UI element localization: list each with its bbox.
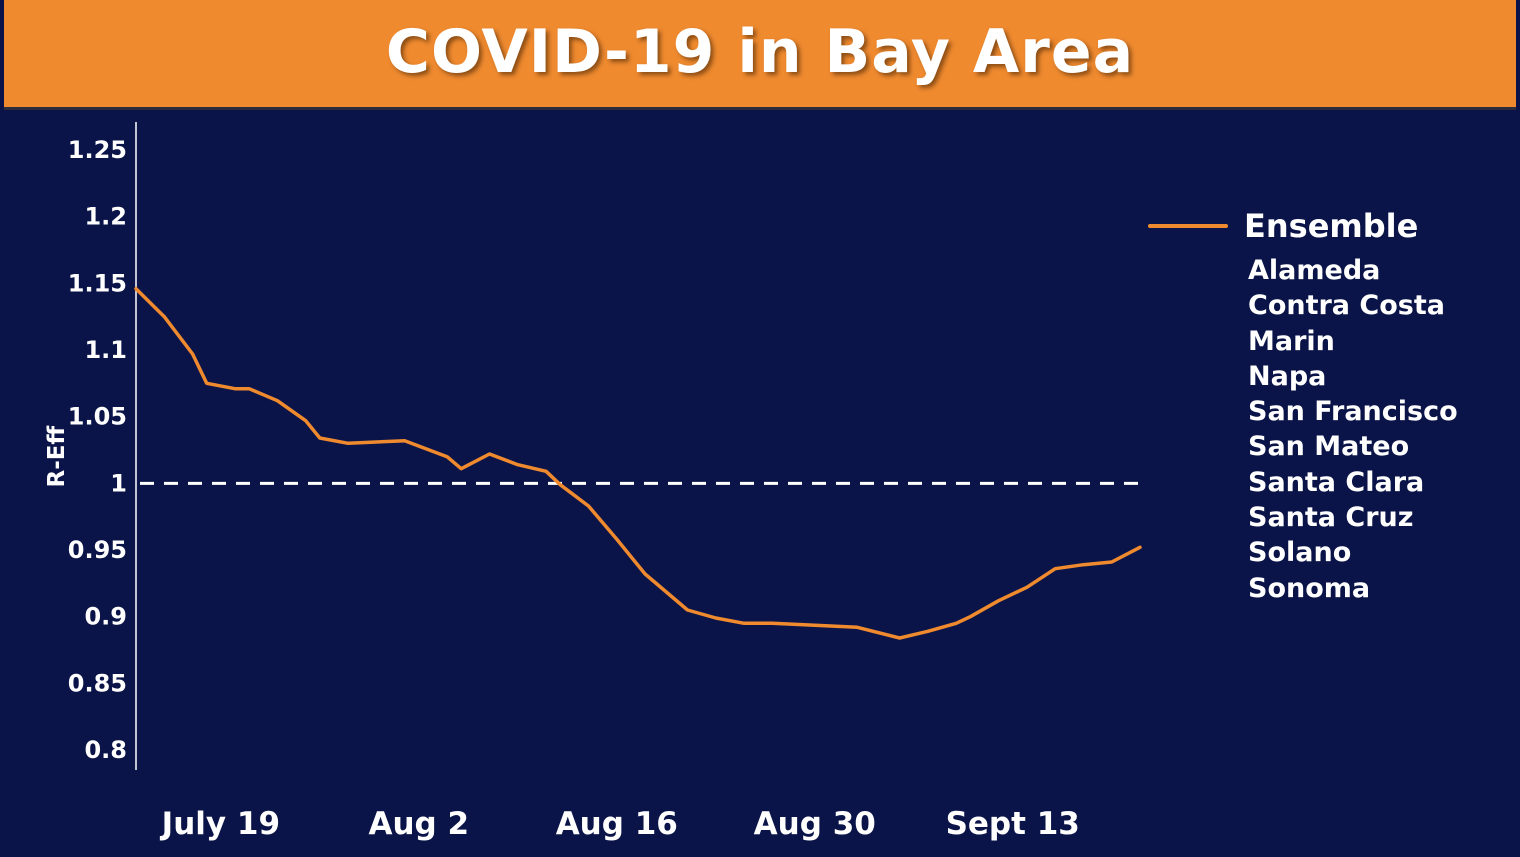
county-item-santa-clara: Santa Clara <box>1248 466 1425 498</box>
x-tick-label: Aug 30 <box>754 806 876 842</box>
y-tick-label: 0.9 <box>84 603 127 631</box>
y-axis-title: R-Eff <box>44 426 70 488</box>
x-tick-label: Aug 2 <box>369 806 470 842</box>
county-item-solano: Solano <box>1248 537 1352 569</box>
y-tick-label: 0.8 <box>84 736 127 764</box>
county-item-marin: Marin <box>1248 325 1335 357</box>
county-item-santa-cruz: Santa Cruz <box>1248 502 1414 534</box>
legend-series-label: Ensemble <box>1244 207 1419 245</box>
county-item-alameda: Alameda <box>1248 255 1381 286</box>
y-tick-label: 0.85 <box>68 669 127 697</box>
county-item-contra-costa: Contra Costa <box>1248 290 1445 322</box>
x-tick-label: Aug 16 <box>556 806 678 842</box>
series-line-ensemble <box>134 286 1142 640</box>
y-tick-label: 0.95 <box>68 536 127 564</box>
y-tick-label: 1.25 <box>68 136 127 164</box>
legend: Ensemble Alameda Contra Costa Marin Napa… <box>1148 205 1458 606</box>
series-layer <box>134 286 1142 640</box>
y-tick-label: 1.2 <box>84 203 127 231</box>
y-tick-label: 1.15 <box>68 269 127 297</box>
y-tick-label: 1 <box>110 469 127 497</box>
y-tick-label: 1.1 <box>84 336 127 364</box>
x-tick-label: Sept 13 <box>946 806 1080 842</box>
legend-entry-ensemble: Ensemble <box>1148 205 1458 247</box>
x-tick-label: July 19 <box>160 806 280 842</box>
county-list: Alameda Contra Costa Marin Napa San Fran… <box>1248 253 1458 606</box>
county-item-san-mateo: San Mateo <box>1248 431 1410 463</box>
county-item-napa: Napa <box>1248 360 1327 392</box>
x-axis-ticks: July 19 Aug 2 Aug 16 Aug 30 Sept 13 <box>160 806 1080 842</box>
y-axis-ticks: 1.25 1.2 1.15 1.1 1.05 1 0.95 0.9 0.85 0.8 <box>68 136 127 764</box>
legend-swatch-ensemble <box>1148 224 1228 228</box>
county-item-sonoma: Sonoma <box>1248 572 1371 604</box>
county-item-san-francisco: San Francisco <box>1248 396 1458 428</box>
page-title: COVID-19 in Bay Area <box>385 16 1135 87</box>
title-banner: COVID-19 in Bay Area <box>4 0 1516 110</box>
y-tick-label: 1.05 <box>68 403 127 431</box>
